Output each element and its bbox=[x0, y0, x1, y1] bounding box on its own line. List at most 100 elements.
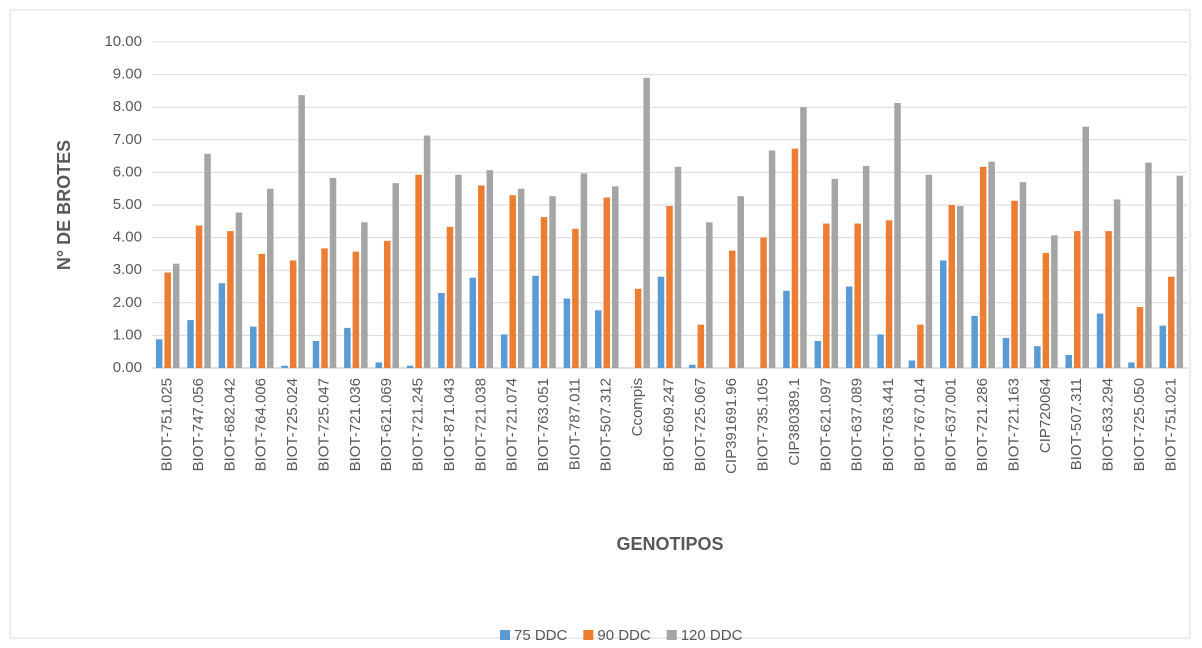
y-tick-label: 5.00 bbox=[113, 196, 142, 213]
bar bbox=[329, 177, 337, 368]
bar bbox=[1096, 313, 1104, 368]
x-tick-label: BIOT-735.105 bbox=[755, 378, 772, 471]
x-tick-label: CIP720064 bbox=[1037, 378, 1054, 453]
bar bbox=[392, 183, 399, 368]
x-tick-label: BIOT-721.245 bbox=[410, 378, 427, 471]
bar bbox=[344, 327, 351, 368]
x-tick-label: BIOT-787.011 bbox=[566, 378, 583, 470]
bar bbox=[572, 228, 579, 368]
bar bbox=[155, 339, 163, 368]
bar bbox=[1159, 325, 1167, 368]
bar bbox=[549, 196, 556, 368]
bar bbox=[925, 174, 933, 368]
bar bbox=[383, 240, 391, 368]
bar bbox=[1034, 346, 1041, 368]
x-tick-label: BIOT-637.001 bbox=[943, 378, 960, 471]
bar bbox=[352, 251, 360, 368]
y-tick-label: 8.00 bbox=[113, 98, 142, 115]
bar bbox=[894, 102, 901, 368]
x-tick-label: BIOT-721.036 bbox=[347, 378, 364, 471]
bar bbox=[563, 298, 571, 368]
bar bbox=[1113, 199, 1121, 368]
bar bbox=[917, 324, 924, 368]
bar bbox=[406, 365, 414, 368]
legend-swatch bbox=[583, 630, 594, 640]
bar bbox=[760, 237, 767, 368]
bar bbox=[854, 223, 861, 368]
bar bbox=[218, 283, 226, 368]
x-tick-label: BIOT-751.025 bbox=[159, 378, 176, 471]
bar bbox=[267, 188, 274, 368]
bar bbox=[1176, 175, 1184, 368]
x-tick-label: Ccompis bbox=[629, 378, 646, 436]
bar bbox=[289, 260, 297, 368]
bar bbox=[423, 135, 431, 368]
x-tick-label: BIOT-637.089 bbox=[849, 378, 866, 471]
bar bbox=[1073, 231, 1081, 368]
x-tick-label: BIOT-621.097 bbox=[817, 378, 834, 471]
x-tick-label: BIOT-721.163 bbox=[1005, 378, 1022, 471]
bar bbox=[877, 334, 884, 368]
bar bbox=[800, 107, 807, 368]
bar bbox=[361, 222, 368, 368]
bar bbox=[235, 212, 243, 368]
bar bbox=[250, 326, 257, 368]
x-tick-label: BIOT-721.074 bbox=[504, 378, 521, 471]
y-tick-label: 2.00 bbox=[113, 294, 142, 311]
bar bbox=[728, 250, 736, 368]
bar bbox=[469, 277, 477, 368]
bar bbox=[791, 148, 799, 368]
bar bbox=[957, 205, 964, 368]
x-tick-label: BIOT-633.294 bbox=[1100, 378, 1117, 471]
bar bbox=[1136, 307, 1144, 368]
bar bbox=[1168, 276, 1175, 368]
x-tick-label: BIOT-763.051 bbox=[535, 378, 552, 471]
bar bbox=[455, 174, 462, 368]
x-tick-label: BIOT-725.047 bbox=[315, 378, 332, 471]
bar bbox=[500, 334, 508, 368]
x-tick-label: BIOT-725.067 bbox=[692, 378, 709, 471]
y-tick-label: 0.00 bbox=[113, 359, 142, 376]
x-tick-label: BIOT-609.247 bbox=[660, 378, 677, 471]
bar bbox=[375, 362, 382, 368]
bar bbox=[258, 253, 266, 368]
y-tick-label: 9.00 bbox=[113, 66, 142, 83]
bar bbox=[948, 205, 956, 368]
legend-label: 75 DDC bbox=[514, 627, 568, 643]
x-tick-label: BIOT-747.056 bbox=[190, 378, 207, 471]
legend-label: 120 DDC bbox=[681, 627, 743, 643]
bar bbox=[164, 272, 171, 368]
bar bbox=[823, 223, 830, 368]
x-tick-label: BIOT-764.006 bbox=[253, 378, 270, 471]
x-tick-label: CIP380389.1 bbox=[786, 378, 803, 466]
x-axis-title: GENOTIPOS bbox=[616, 534, 723, 554]
bar bbox=[1011, 200, 1018, 368]
bar bbox=[674, 166, 682, 368]
bar bbox=[187, 320, 194, 368]
bar bbox=[643, 77, 650, 369]
y-tick-label: 3.00 bbox=[113, 261, 142, 278]
bar bbox=[862, 165, 870, 368]
bar bbox=[1145, 162, 1152, 368]
bar bbox=[940, 260, 947, 368]
bar bbox=[1051, 235, 1058, 368]
y-tick-label: 7.00 bbox=[113, 131, 142, 148]
bar bbox=[1065, 354, 1072, 368]
bar bbox=[845, 286, 853, 368]
y-tick-label: 4.00 bbox=[113, 229, 142, 246]
x-tick-label: BIOT-721.038 bbox=[472, 378, 489, 471]
bar bbox=[768, 150, 776, 368]
bar bbox=[204, 153, 211, 368]
legend-label: 90 DDC bbox=[597, 627, 651, 643]
bar bbox=[783, 290, 790, 368]
bar bbox=[478, 185, 485, 368]
bar bbox=[312, 340, 320, 368]
bar bbox=[706, 222, 713, 368]
y-tick-label: 1.00 bbox=[113, 326, 142, 343]
bar bbox=[1128, 362, 1135, 368]
bar bbox=[1082, 126, 1089, 368]
x-tick-label: CIP391691.96 bbox=[723, 378, 740, 474]
x-tick-label: BIOT-725.024 bbox=[284, 378, 301, 471]
bar bbox=[595, 310, 602, 368]
